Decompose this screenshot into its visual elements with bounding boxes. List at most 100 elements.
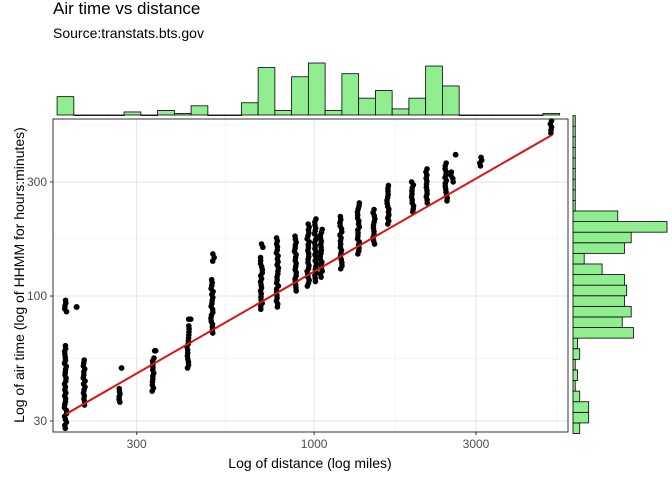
scatter-point [185, 316, 192, 323]
scatter-point [304, 283, 311, 289]
y-histogram-bar [572, 231, 632, 244]
x-histogram-bar [341, 73, 360, 116]
plot-panel-border [52, 118, 569, 433]
x-histogram-bar [391, 108, 410, 116]
x-histogram-bar [157, 110, 175, 116]
y-histogram-bar [572, 199, 576, 212]
chart-title: Air time vs distance [53, 0, 200, 18]
scatter-point [384, 221, 391, 227]
y-histogram-bar [572, 221, 668, 233]
y-histogram-bar [572, 189, 576, 201]
scatter-point [312, 278, 319, 285]
scatter-point [318, 274, 324, 280]
scatter-point [337, 265, 344, 272]
plot-panel [53, 119, 568, 432]
x-histogram-bar [374, 90, 393, 116]
x-histogram-bar [140, 114, 159, 116]
scatter-points [61, 118, 555, 432]
y-histogram-bar [572, 348, 581, 360]
x-histogram-bar [274, 110, 293, 116]
scatter-point [274, 304, 281, 310]
y-histogram-bar [572, 252, 585, 265]
x-histogram-bar [257, 67, 276, 116]
scatter-point [371, 241, 378, 247]
x-histogram-bar [123, 111, 142, 116]
y-histogram-bar [572, 284, 628, 297]
y-histogram-bar [572, 146, 576, 159]
y-histogram-bar [572, 263, 603, 275]
x-histogram-bar [106, 114, 125, 116]
scatter-point [73, 304, 80, 310]
x-histogram-bar [90, 114, 108, 116]
y-histogram-bar [572, 210, 619, 222]
x-histogram-bar [358, 97, 376, 116]
scatter-point [258, 306, 264, 313]
scatter-point [444, 198, 450, 204]
y-axis: 30 100 300 [27, 175, 53, 428]
x-histogram-bar [458, 114, 477, 116]
x-tick-label: 1000 [301, 437, 328, 451]
y-histogram-bar [572, 168, 576, 180]
y-tick-label: 100 [27, 289, 47, 303]
x-histogram-bar [56, 96, 75, 116]
x-histogram-bar [324, 110, 343, 116]
x-histogram-bar [173, 113, 192, 116]
y-histogram-bar [572, 422, 581, 434]
y-tick-label: 30 [34, 414, 48, 428]
y-histogram-bar [572, 136, 576, 148]
x-histogram-bar [425, 65, 443, 116]
fit-line [64, 134, 552, 416]
scatter-point [149, 388, 155, 394]
y-histogram-bar [572, 274, 625, 286]
chart-subtitle: Source:transtats.bts.gov [53, 25, 204, 41]
y-histogram-bar [572, 157, 576, 170]
scatter-point [477, 163, 484, 169]
y-histogram-bar [572, 305, 632, 318]
x-histogram-bar [224, 114, 242, 116]
scatter-point [63, 308, 70, 315]
x-histogram-bar [509, 114, 527, 116]
y-histogram-bar [572, 327, 634, 339]
y-histogram-bar [572, 337, 578, 350]
grid-lines [53, 119, 568, 432]
y-histogram-bar [572, 390, 581, 403]
scatter-point [209, 258, 216, 264]
x-histogram-bar [525, 114, 544, 116]
x-histogram-bar [207, 114, 226, 116]
y-histogram-bar [572, 115, 576, 127]
x-histogram-bar [492, 114, 510, 116]
scatter-point [260, 244, 266, 251]
x-axis: 300 1000 3000 [127, 432, 490, 451]
x-histogram-bar [291, 76, 309, 116]
scatter-point [152, 348, 159, 354]
x-tick-label: 300 [127, 437, 147, 451]
scatter-point [117, 399, 123, 405]
scatter-point [450, 179, 456, 185]
y-histogram-bar [572, 369, 578, 381]
y-tick-label: 300 [27, 175, 47, 189]
x-histogram-bar [307, 62, 326, 116]
x-marginal-histogram [56, 62, 561, 116]
scatter-point [184, 365, 191, 371]
y-histogram-bar [572, 411, 590, 424]
y-histogram-bar [572, 380, 576, 392]
x-histogram-bar [475, 114, 494, 116]
y-axis-title: Log of air time (log of HHMM for hours:m… [11, 127, 27, 423]
scatter-point [548, 130, 554, 136]
scatter-point [62, 425, 69, 432]
x-axis-title: Log of distance (log miles) [228, 455, 391, 471]
scatter-point [355, 251, 361, 257]
x-tick-label: 3000 [463, 437, 490, 451]
y-histogram-bar [572, 358, 576, 371]
x-histogram-bar [542, 113, 561, 116]
y-marginal-histogram [572, 115, 668, 434]
scatter-point [118, 365, 125, 371]
scatter-point [293, 288, 300, 294]
y-histogram-bar [572, 401, 590, 413]
y-histogram-bar [572, 242, 625, 254]
x-histogram-bar [441, 85, 460, 116]
y-histogram-bar [572, 316, 623, 328]
x-histogram-bar [190, 105, 209, 116]
x-histogram-bar [408, 97, 427, 116]
